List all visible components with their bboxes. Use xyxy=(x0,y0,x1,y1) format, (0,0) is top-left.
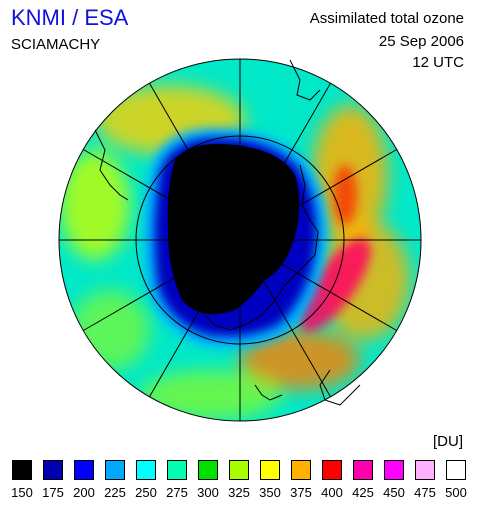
legend-tick-label: 300 xyxy=(197,485,219,500)
legend-tick-label: 275 xyxy=(166,485,188,500)
legend-swatch xyxy=(12,460,32,480)
legend-tick-label: 400 xyxy=(321,485,343,500)
legend-tick-label: 250 xyxy=(135,485,157,500)
legend-tick-label: 325 xyxy=(228,485,250,500)
legend-swatch xyxy=(384,460,404,480)
coastlines xyxy=(94,59,361,406)
legend-swatch xyxy=(136,460,156,480)
legend-swatch xyxy=(43,460,63,480)
legend-swatch xyxy=(105,460,125,480)
time-label: 12 UTC xyxy=(412,54,464,71)
legend-swatch xyxy=(229,460,249,480)
instrument-label: SCIAMACHY xyxy=(11,36,101,53)
legend-tick-label: 475 xyxy=(414,485,436,500)
product-title: Assimilated total ozone xyxy=(309,10,464,27)
legend-swatch xyxy=(446,460,466,480)
legend-tick-label: 175 xyxy=(42,485,64,500)
legend-swatch xyxy=(167,460,187,480)
legend-tick-label: 150 xyxy=(11,485,33,500)
legend-swatch xyxy=(74,460,94,480)
agency-title: KNMI / ESA xyxy=(11,5,129,30)
legend-tick-label: 500 xyxy=(445,485,467,500)
legend-tick-label: 200 xyxy=(73,485,95,500)
legend-swatch xyxy=(260,460,280,480)
legend-swatch xyxy=(415,460,435,480)
graticule xyxy=(58,58,422,422)
unit-label: [DU] xyxy=(433,433,463,450)
legend-swatch xyxy=(198,460,218,480)
date-label: 25 Sep 2006 xyxy=(378,33,464,50)
legend-tick-label: 450 xyxy=(383,485,405,500)
legend-swatch xyxy=(291,460,311,480)
legend-tick-label: 225 xyxy=(104,485,126,500)
legend-tick-label: 375 xyxy=(290,485,312,500)
legend-tick-label: 425 xyxy=(352,485,374,500)
legend-tick-label: 350 xyxy=(259,485,281,500)
legend-swatch xyxy=(353,460,373,480)
legend-swatch xyxy=(322,460,342,480)
